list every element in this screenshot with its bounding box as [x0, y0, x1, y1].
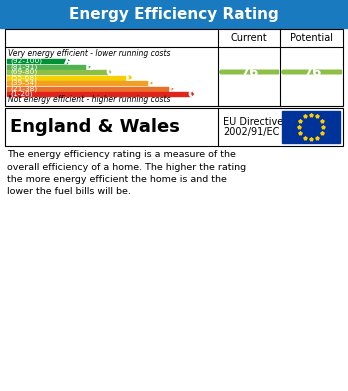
Text: (21-38): (21-38)	[10, 85, 37, 92]
Polygon shape	[109, 70, 111, 74]
Text: (39-54): (39-54)	[10, 80, 37, 86]
Text: 2002/91/EC: 2002/91/EC	[223, 127, 279, 137]
Text: E: E	[147, 77, 156, 90]
Polygon shape	[88, 65, 90, 68]
Text: 76: 76	[240, 66, 259, 79]
Bar	[7, 86, 171, 90]
Text: (55-68): (55-68)	[10, 74, 37, 81]
Polygon shape	[220, 70, 278, 74]
Bar	[7, 75, 129, 79]
Text: (69-80): (69-80)	[10, 69, 37, 75]
Text: Energy Efficiency Rating: Energy Efficiency Rating	[69, 7, 279, 22]
Text: (81-91): (81-91)	[10, 63, 37, 70]
Text: B: B	[84, 60, 94, 73]
Text: A: A	[63, 54, 74, 68]
Bar	[0, 0, 348, 28]
Text: (92-100): (92-100)	[10, 58, 42, 64]
Text: Very energy efficient - lower running costs: Very energy efficient - lower running co…	[8, 48, 171, 57]
Text: The energy efficiency rating is a measure of the: The energy efficiency rating is a measur…	[7, 150, 236, 159]
Text: Not energy efficient - higher running costs: Not energy efficient - higher running co…	[8, 95, 171, 104]
Bar	[5, 108, 343, 146]
Bar	[7, 65, 88, 68]
Text: F: F	[167, 82, 177, 95]
Text: Potential: Potential	[290, 33, 333, 43]
Polygon shape	[191, 92, 193, 96]
Text: 76: 76	[303, 66, 322, 79]
Bar	[7, 70, 109, 74]
Bar	[7, 81, 150, 85]
Polygon shape	[282, 70, 341, 74]
Text: Current: Current	[231, 33, 267, 43]
Text: D: D	[125, 71, 136, 84]
Polygon shape	[150, 81, 152, 85]
Bar	[7, 59, 67, 63]
Text: G: G	[187, 88, 198, 100]
Polygon shape	[67, 59, 69, 63]
Text: EU Directive: EU Directive	[223, 117, 283, 127]
Text: (1-20): (1-20)	[10, 91, 33, 97]
Text: lower the fuel bills will be.: lower the fuel bills will be.	[7, 188, 131, 197]
Polygon shape	[171, 86, 173, 90]
Text: overall efficiency of a home. The higher the rating: overall efficiency of a home. The higher…	[7, 163, 246, 172]
Polygon shape	[129, 75, 131, 79]
Text: C: C	[105, 66, 115, 79]
Bar	[7, 92, 191, 96]
Bar	[282, 111, 340, 143]
Text: the more energy efficient the home is and the: the more energy efficient the home is an…	[7, 175, 227, 184]
Bar	[5, 29, 343, 106]
Text: England & Wales: England & Wales	[10, 118, 180, 136]
